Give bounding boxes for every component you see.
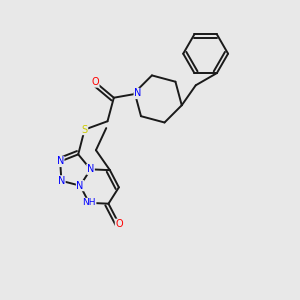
Text: S: S <box>82 124 88 135</box>
Text: O: O <box>116 219 123 229</box>
Text: O: O <box>91 77 99 87</box>
Text: N: N <box>87 164 94 174</box>
Text: N: N <box>76 181 84 191</box>
Text: NH: NH <box>82 198 96 207</box>
Text: N: N <box>58 176 65 186</box>
Text: N: N <box>134 88 142 98</box>
Text: N: N <box>56 157 64 166</box>
